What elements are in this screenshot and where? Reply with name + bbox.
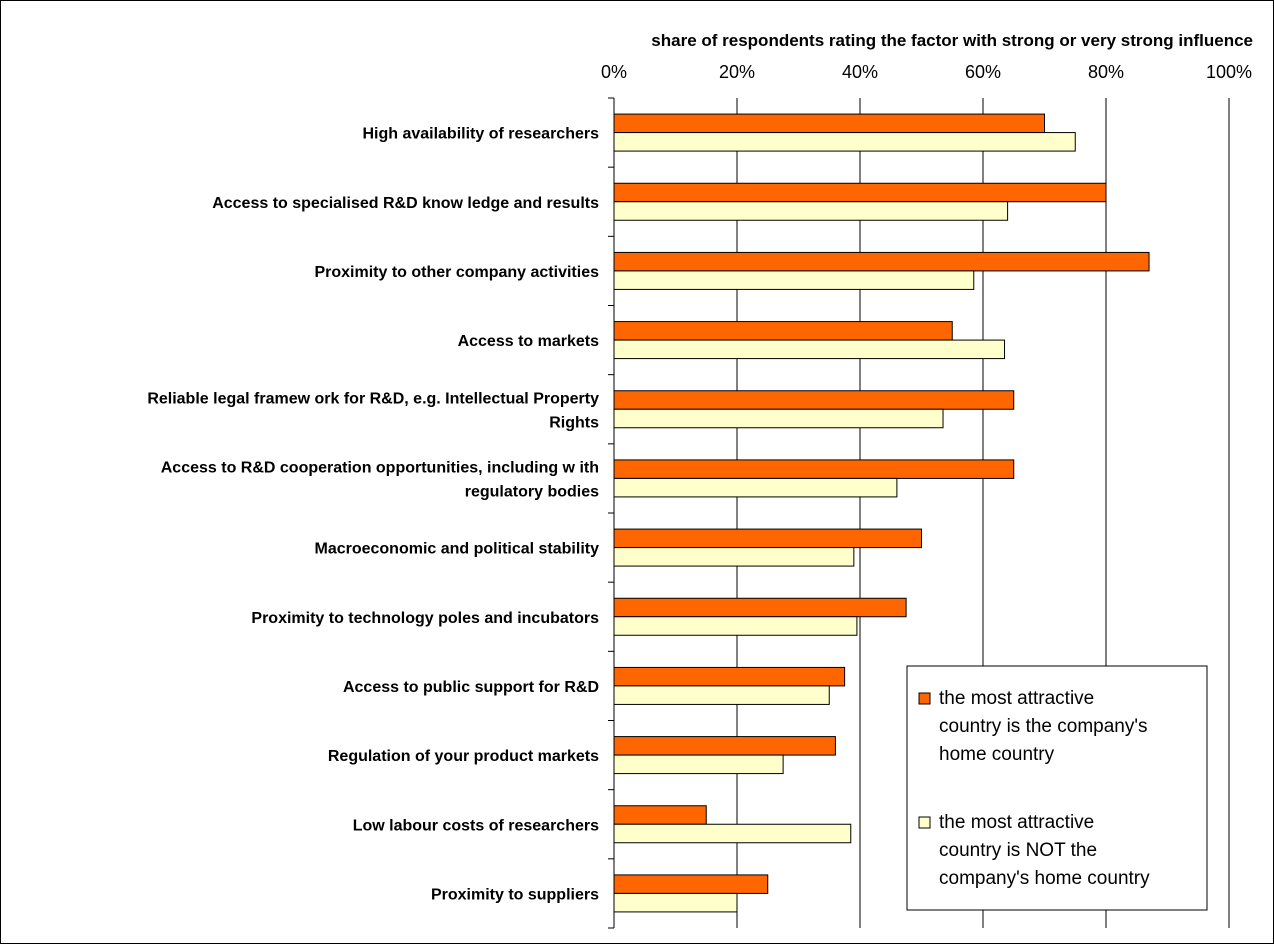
x-tick-label: 80%	[1088, 62, 1124, 82]
bar	[613, 547, 855, 567]
category-label-line: Reliable legal framew ork for R&D, e.g. …	[147, 390, 599, 407]
bar	[613, 754, 784, 775]
category-label: Proximity to other company activities	[314, 264, 599, 281]
category-label: Regulation of your product markets	[328, 748, 599, 765]
bar	[613, 408, 944, 429]
legend-label-line: the most attractive	[939, 688, 1094, 709]
category-label: Reliable legal framew ork for R&D, e.g. …	[147, 390, 599, 431]
bar	[613, 201, 1009, 221]
legend: the most attractive country is the compan…	[906, 665, 1208, 911]
bar	[613, 685, 830, 705]
legend-label-line: country is the company's	[939, 716, 1148, 737]
category-label: High availability of researchers	[362, 126, 599, 143]
bar	[613, 113, 1045, 134]
category-label: Access to R&D cooperation opportunities,…	[161, 459, 599, 500]
bar	[613, 270, 975, 290]
category-label-line: Access to R&D cooperation opportunities,…	[161, 459, 599, 476]
legend-label-line: home country	[939, 744, 1055, 765]
category-axis: High availability of researchers Access t…	[147, 97, 615, 929]
category-label: Access to specialised R&D know ledge and…	[212, 195, 599, 212]
bar	[613, 477, 898, 498]
legend-swatch	[918, 692, 931, 705]
bar	[613, 390, 1015, 410]
x-tick-label: 100%	[1206, 62, 1252, 82]
bar	[613, 597, 907, 618]
x-tick-label: 60%	[965, 62, 1001, 82]
legend-label-line: the most attractive	[939, 812, 1094, 833]
bar	[613, 823, 852, 844]
category-label-line: Rights	[549, 414, 599, 431]
category-label: Proximity to suppliers	[431, 886, 599, 903]
bar	[613, 616, 858, 636]
bars	[613, 113, 1150, 913]
bar	[613, 132, 1076, 152]
x-tick-label: 0%	[601, 62, 627, 82]
bar	[613, 251, 1150, 272]
category-label: Access to markets	[458, 333, 600, 350]
bar	[613, 666, 846, 687]
category-label: Low labour costs of researchers	[353, 817, 599, 834]
legend-label: the most attractive country is the compan…	[939, 688, 1148, 765]
legend-label-line: country is NOT the	[939, 840, 1097, 861]
bar	[613, 736, 836, 756]
bar	[613, 805, 707, 825]
value-axis-ticks: 0% 20% 40% 60% 80% 100%	[601, 62, 1252, 82]
category-label: Proximity to technology poles and incuba…	[251, 610, 599, 627]
x-axis-title: share of respondents rating the factor w…	[651, 31, 1253, 50]
bar	[613, 874, 769, 894]
gridlines	[736, 98, 1230, 928]
legend-label: the most attractive country is NOT the com…	[939, 812, 1150, 889]
x-tick-label: 20%	[719, 62, 755, 82]
category-label: Access to public support for R&D	[343, 679, 599, 696]
category-label: Macroeconomic and political stability	[314, 541, 599, 558]
legend-label-line: company's home country	[939, 868, 1150, 889]
category-label-line: regulatory bodies	[465, 483, 599, 500]
bar	[613, 892, 738, 913]
bar	[613, 459, 1015, 479]
bar	[613, 528, 922, 549]
legend-box	[906, 665, 1208, 911]
bar	[613, 182, 1107, 203]
legend-swatch	[918, 816, 931, 829]
bar	[613, 339, 1006, 360]
bar	[613, 321, 953, 341]
x-tick-label: 40%	[842, 62, 878, 82]
